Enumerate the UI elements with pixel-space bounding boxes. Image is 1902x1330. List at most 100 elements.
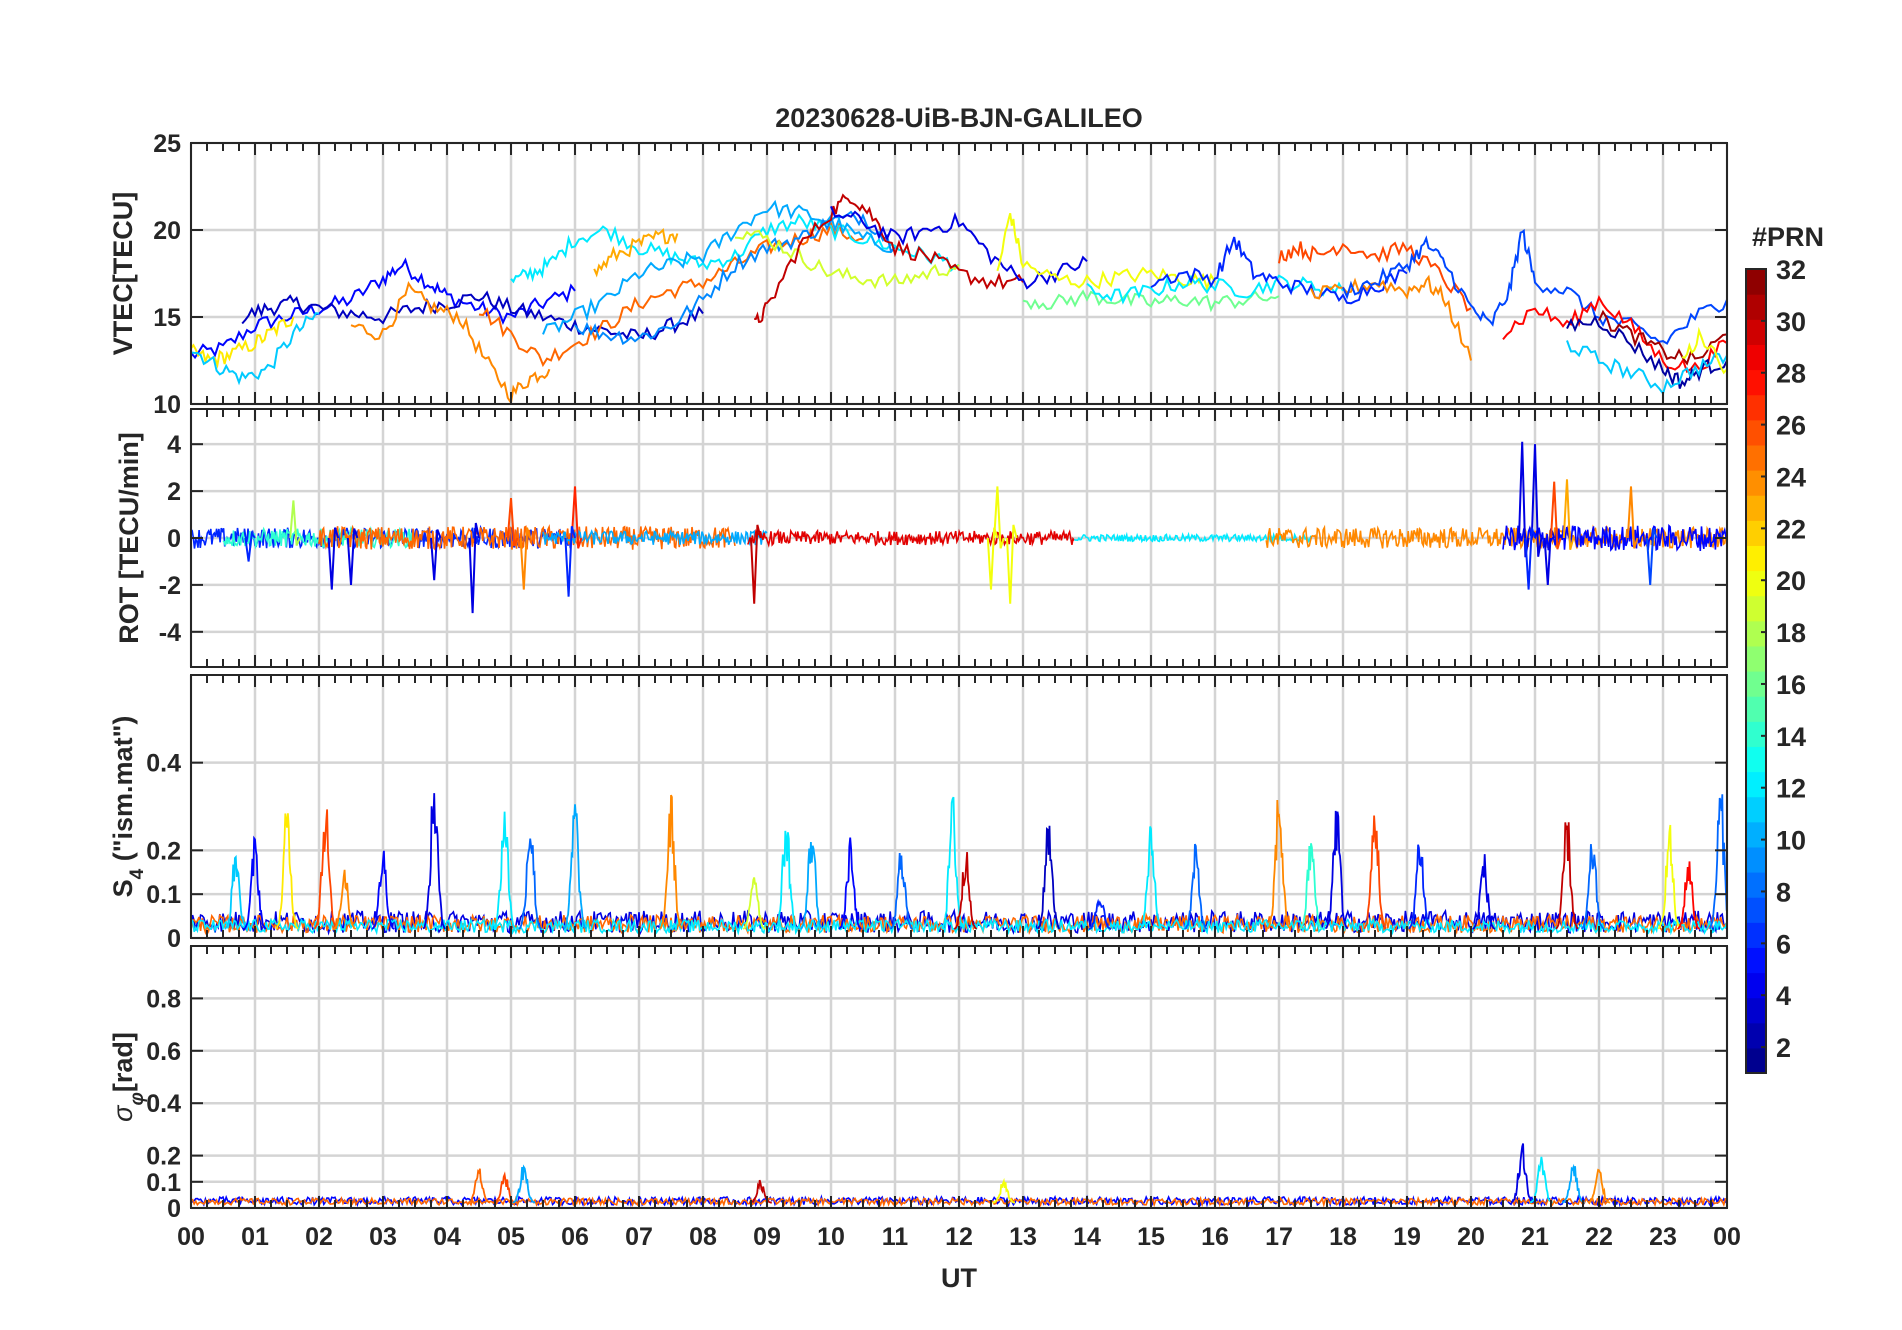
- colorbar-segment: [1746, 947, 1766, 974]
- x-tick-label: 17: [1265, 1223, 1293, 1251]
- burst-prn-4: [1324, 810, 1349, 930]
- burst-prn-30: [749, 1179, 772, 1204]
- colorbar-tick-label: 22: [1776, 514, 1806, 544]
- series-line-prn-24: [350, 280, 551, 404]
- rot-spike-prn-6: [244, 530, 256, 562]
- burst-prn-12: [492, 811, 517, 930]
- y-tick-label: -2: [159, 572, 181, 600]
- rot-spike-prn-7: [1646, 528, 1658, 585]
- colorbar-tick-label: 26: [1776, 411, 1806, 441]
- burst-prn-12: [940, 796, 965, 930]
- burst-prn-26: [1363, 815, 1387, 930]
- series-line-prn-21: [191, 316, 295, 369]
- y-axis-label-rest: ("ism.mat"): [108, 716, 138, 869]
- burst-prn-8: [518, 838, 542, 930]
- burst-prn-5: [243, 835, 267, 930]
- burst-prn-10: [1561, 1163, 1585, 1204]
- x-tick-label: 00: [177, 1223, 205, 1251]
- burst-prn-26: [493, 1171, 516, 1204]
- x-tick-label: 12: [945, 1223, 973, 1251]
- colorbar-tick-label: 8: [1776, 877, 1791, 907]
- burst-prn-21: [275, 813, 299, 930]
- colorbar-segment: [1746, 671, 1766, 697]
- colorbar-tick-label: 10: [1776, 826, 1806, 856]
- colorbar-segment: [1746, 897, 1766, 923]
- panel-vtec: 10 15 20 25 VTEC[TECU]: [108, 130, 1729, 419]
- series-line-prn-26: [1278, 241, 1472, 312]
- burst-prn-30: [953, 852, 978, 930]
- series-line-prn-20: [1681, 326, 1727, 375]
- rot-noise-prn-24: [1265, 524, 1727, 551]
- y-axis-label-sub: 4: [127, 868, 148, 879]
- y-tick-label: 0.2: [146, 1143, 181, 1171]
- rot-spike-prn-18: [289, 500, 301, 546]
- rot-spike-prn-6: [564, 526, 576, 597]
- colorbar-segment: [1746, 319, 1766, 345]
- x-tick-label: 07: [625, 1223, 653, 1251]
- series-line-prn-6: [1150, 236, 1408, 305]
- burst-prn-6: [1088, 898, 1112, 930]
- y-tick-label: 0.4: [146, 1090, 181, 1118]
- y-axis-label-sub: φ: [127, 1092, 148, 1105]
- data-layer: [191, 193, 1727, 404]
- rot-spike-prn-26: [506, 498, 519, 547]
- colorbar-frame: [1745, 268, 1767, 1074]
- burst-prn-24: [333, 869, 357, 930]
- colorbar-tick-label: 28: [1776, 359, 1806, 389]
- burst-prn-10: [512, 1164, 536, 1204]
- colorbar-segment: [1746, 821, 1766, 848]
- colorbar-segment: [1746, 595, 1766, 622]
- colorbar-label: #PRN: [1752, 222, 1824, 252]
- colorbar-segment: [1746, 746, 1766, 773]
- colorbar-tick-label: 20: [1776, 566, 1806, 596]
- series-line-prn-30: [754, 193, 1024, 323]
- series-line-prn-10: [542, 199, 896, 335]
- y-tick-label: 15: [153, 304, 181, 332]
- burst-prn-20: [992, 1177, 1015, 1204]
- colorbar-tick-label: 14: [1776, 722, 1806, 752]
- rot-spike-prn-24: [519, 527, 532, 590]
- panel-sigma_phi: 00.10.2 0.4 0.6 0.8 σφ[rad]: [108, 945, 1729, 1223]
- burst-prn-30: [1555, 822, 1579, 930]
- x-axis-label: UT: [941, 1263, 977, 1293]
- rot-noise-prn-5: [1502, 523, 1727, 552]
- colorbar-tick-label: 32: [1776, 255, 1806, 285]
- rot-spike-prn-4: [346, 528, 359, 585]
- colorbar-segment: [1746, 570, 1766, 597]
- burst-prn-20: [1657, 824, 1682, 930]
- x-tick-label: 14: [1073, 1223, 1101, 1251]
- colorbar-segment: [1746, 344, 1766, 371]
- burst-prn-12: [1529, 1156, 1553, 1204]
- y-tick-label: 25: [153, 130, 181, 158]
- y-tick-label: 0: [167, 1195, 181, 1223]
- x-tick-label: 05: [497, 1223, 525, 1251]
- burst-prn-10: [800, 841, 824, 930]
- rot-spike-prn-4: [327, 527, 340, 590]
- colorbar-segment: [1746, 721, 1766, 747]
- series-line-prn-19: [734, 229, 960, 290]
- colorbar-segment: [1746, 796, 1766, 823]
- x-tick-label: 06: [561, 1223, 589, 1251]
- x-tick-label: 16: [1201, 1223, 1229, 1251]
- series-line-prn-20: [996, 212, 1216, 293]
- colorbar-segment: [1746, 922, 1766, 948]
- colorbar-tick-label: 24: [1776, 462, 1806, 492]
- colorbar-segment: [1746, 846, 1766, 873]
- burst-prn-5: [838, 837, 862, 930]
- colorbar-segment: [1746, 444, 1766, 471]
- colorbar-tick-label: 16: [1776, 670, 1806, 700]
- series-line-prn-2: [1566, 314, 1727, 389]
- y-tick-label: 0.6: [146, 1038, 181, 1066]
- x-tick-label: 13: [1009, 1223, 1037, 1251]
- colorbar-tick-label: 4: [1776, 981, 1791, 1011]
- series-line-prn-16: [1022, 289, 1280, 313]
- burst-prn-4: [1510, 1143, 1534, 1204]
- rot-spike-prn-4: [1518, 441, 1530, 558]
- rot-spike-prn-24: [1626, 486, 1639, 549]
- y-axis-label-rest: [rad]: [108, 1032, 138, 1092]
- rot-spike-prn-4: [1543, 528, 1556, 585]
- rot-spike-prn-20: [993, 486, 1005, 549]
- colorbar-tick-label: 2: [1776, 1033, 1791, 1063]
